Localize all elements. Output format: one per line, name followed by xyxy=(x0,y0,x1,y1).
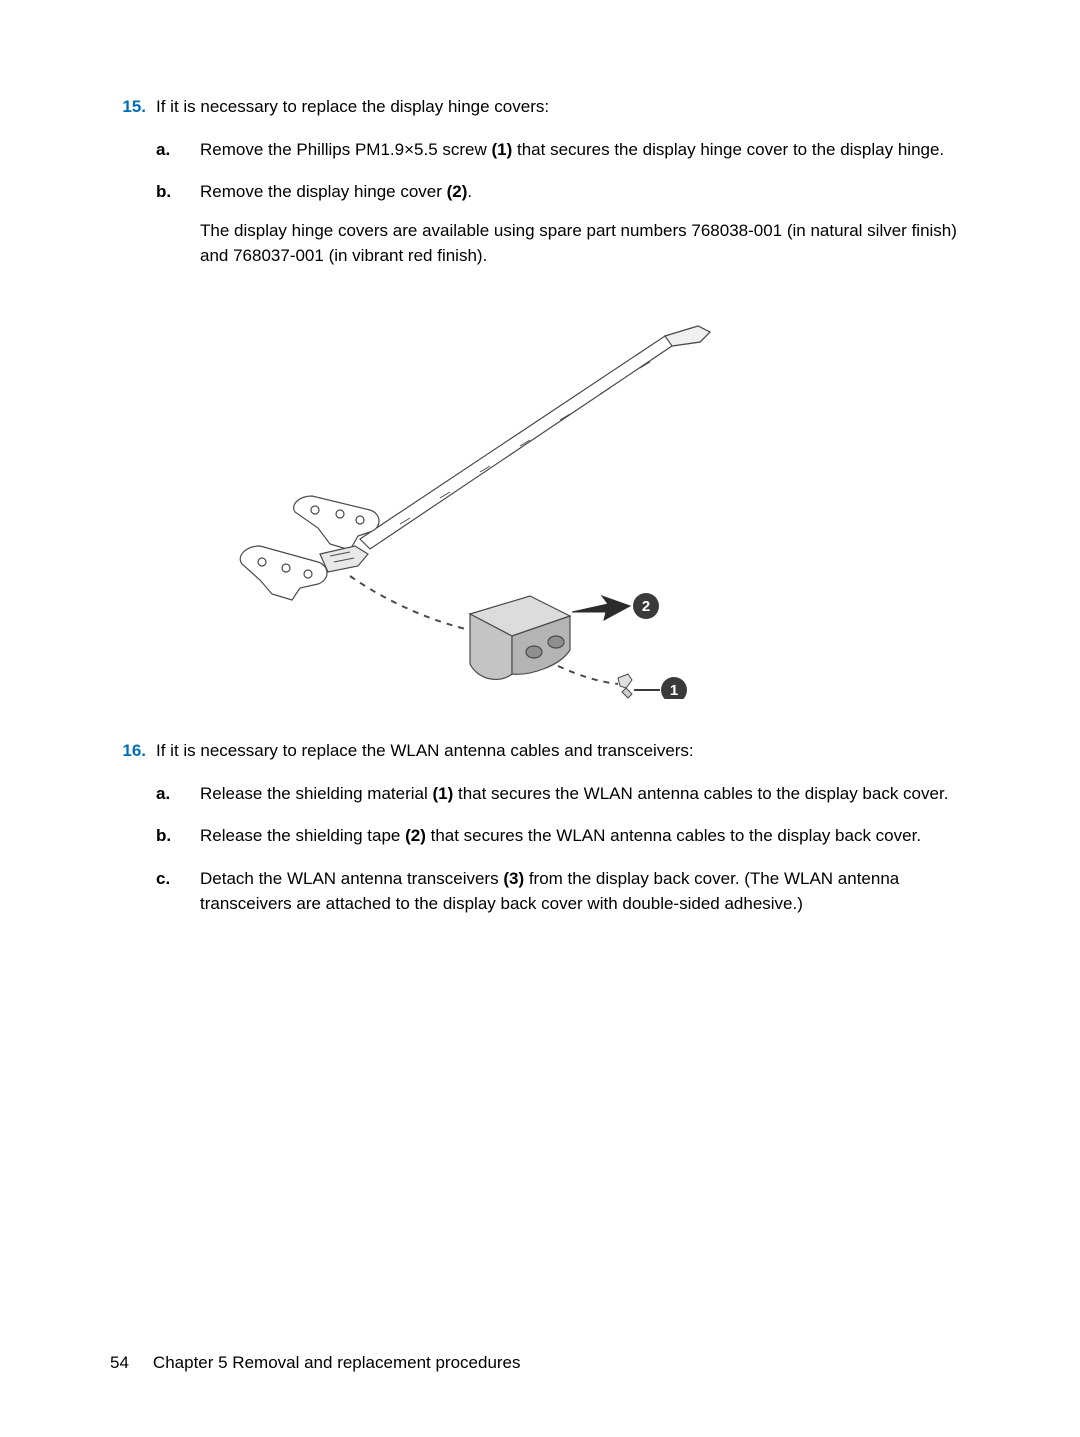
step-15: 15. If it is necessary to replace the di… xyxy=(110,95,970,286)
sub-letter: b. xyxy=(156,180,200,268)
step-intro: If it is necessary to replace the displa… xyxy=(156,97,549,116)
callout-1-label: 1 xyxy=(670,682,678,699)
step-intro: If it is necessary to replace the WLAN a… xyxy=(156,741,694,760)
sub-item-a: a. Remove the Phillips PM1.9×5.5 screw (… xyxy=(156,138,970,163)
callout-ref: (2) xyxy=(405,826,426,845)
sub-text: Remove the display hinge cover (2). The … xyxy=(200,180,970,268)
sub-letter: a. xyxy=(156,138,200,163)
hinge-diagram-svg: 2 1 xyxy=(200,314,720,699)
sub-text: Release the shielding material (1) that … xyxy=(200,782,970,807)
step-number: 16. xyxy=(110,741,156,761)
text-pre: Remove the display hinge cover xyxy=(200,182,447,201)
sub-letter: a. xyxy=(156,782,200,807)
text-pre: Detach the WLAN antenna transceivers xyxy=(200,869,503,888)
sub-list: a. Remove the Phillips PM1.9×5.5 screw (… xyxy=(156,138,970,269)
text-post: that secures the WLAN antenna cables to … xyxy=(453,784,948,803)
step-row: 16. If it is necessary to replace the WL… xyxy=(110,739,970,934)
step-16: 16. If it is necessary to replace the WL… xyxy=(110,739,970,934)
sub-text: Detach the WLAN antenna transceivers (3)… xyxy=(200,867,970,916)
sub-item-a: a. Release the shielding material (1) th… xyxy=(156,782,970,807)
step-body: If it is necessary to replace the displa… xyxy=(156,95,970,286)
text-post: that secures the display hinge cover to … xyxy=(512,140,944,159)
sub-item-c: c. Detach the WLAN antenna transceivers … xyxy=(156,867,970,916)
sub-list: a. Release the shielding material (1) th… xyxy=(156,782,970,917)
page-footer: 54 Chapter 5 Removal and replacement pro… xyxy=(110,1353,521,1373)
callout-ref: (3) xyxy=(503,869,524,888)
step-body: If it is necessary to replace the WLAN a… xyxy=(156,739,970,934)
sub-text: Release the shielding tape (2) that secu… xyxy=(200,824,970,849)
text-pre: Release the shielding tape xyxy=(200,826,405,845)
chapter-title: Chapter 5 Removal and replacement proced… xyxy=(153,1353,521,1373)
sub-text: Remove the Phillips PM1.9×5.5 screw (1) … xyxy=(200,138,970,163)
text-pre: Remove the Phillips PM1.9×5.5 screw xyxy=(200,140,492,159)
callout-ref: (2) xyxy=(447,182,468,201)
callout-2-label: 2 xyxy=(642,598,650,615)
text-post: . xyxy=(467,182,472,201)
text-post: that secures the WLAN antenna cables to … xyxy=(426,826,921,845)
page-number: 54 xyxy=(110,1353,129,1373)
text-pre: Release the shielding material xyxy=(200,784,432,803)
sub-item-b: b. Remove the display hinge cover (2). T… xyxy=(156,180,970,268)
step-row: 15. If it is necessary to replace the di… xyxy=(110,95,970,286)
sub-item-b: b. Release the shielding tape (2) that s… xyxy=(156,824,970,849)
callout-ref: (1) xyxy=(492,140,513,159)
step-number: 15. xyxy=(110,97,156,117)
sub-letter: b. xyxy=(156,824,200,849)
availability-note: The display hinge covers are available u… xyxy=(200,219,970,268)
hinge-cover-figure: 2 1 xyxy=(110,314,970,699)
sub-letter: c. xyxy=(156,867,200,916)
callout-ref: (1) xyxy=(432,784,453,803)
